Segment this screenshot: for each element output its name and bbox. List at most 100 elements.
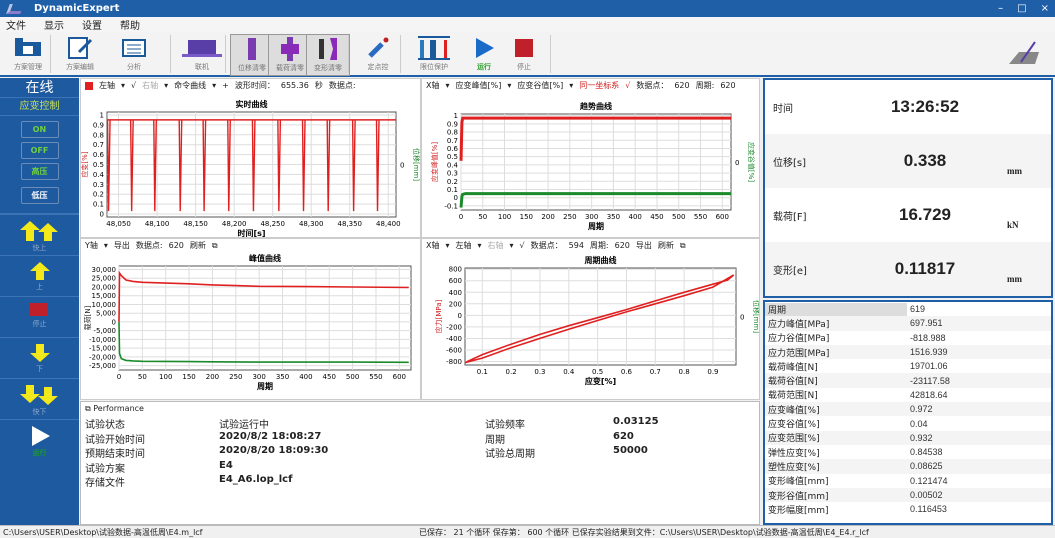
peak-chart-pane: Y轴 ▾ 导出 数据点: 620 刷新 ⧉ 峰值曲线 0 50 100 150 200 250… — [80, 238, 421, 400]
strain-spike — [202, 119, 207, 212]
move-play-button[interactable]: 运行 — [0, 419, 79, 460]
y-axis-dropdown[interactable]: Y轴 — [85, 241, 98, 250]
displacement-zero-icon — [231, 35, 273, 63]
toolbar-deformation-zero-button[interactable]: 变形清零 — [306, 34, 350, 76]
app-logo-icon — [6, 3, 24, 14]
move-label: 快上 — [32, 244, 47, 252]
perf-value: 2020/8/20 18:09:30 — [219, 445, 329, 456]
move-label: 下 — [36, 365, 43, 373]
right-axis-dropdown[interactable]: 右轴 — [142, 81, 159, 90]
toolbar-label: 方案编辑 — [66, 63, 94, 71]
trend-chart-header: X轴 ▾ 应变峰值[%] ▾ 应变谷值[%] ▾ 同一坐标系 √ 数据点： 620 周… — [426, 81, 736, 90]
x-axis-dropdown[interactable]: X轴 — [426, 81, 440, 90]
x-tick-label: 0.4 — [563, 368, 575, 376]
y-tick-label: 0 — [112, 318, 116, 326]
low-pressure-button[interactable]: 低压 — [20, 187, 59, 204]
close-button[interactable]: × — [1040, 3, 1049, 14]
y-tick-label: 15,000 — [92, 292, 117, 300]
command-curve-dropdown[interactable]: 命令曲线 — [174, 81, 207, 90]
axis-check[interactable]: √ — [519, 241, 525, 250]
control-mode[interactable]: 应变控制 — [0, 98, 79, 116]
readout-value: 0.338 — [903, 151, 947, 170]
toolbar-connect-laptop-button[interactable]: 联机 — [180, 34, 224, 76]
move-fast-up-button[interactable]: 快上 — [0, 214, 79, 255]
x-axis-dropdown[interactable]: X轴 — [426, 241, 440, 250]
toolbar-scheme-edit-button[interactable]: 方案编辑 — [58, 34, 102, 76]
stats-value: 0.932 — [910, 432, 933, 443]
toolbar-label: 变形清零 — [314, 64, 342, 72]
perf-label: 存储文件 — [85, 478, 125, 489]
stats-value: 0.84538 — [910, 447, 943, 458]
stats-row: 应变谷值[%] 0.04 — [765, 416, 1051, 431]
toolbar-load-zero-button[interactable]: 载荷清零 — [268, 34, 312, 76]
menu-view[interactable]: 显示 — [44, 21, 64, 32]
toolbar-divider — [50, 35, 51, 73]
toolbar-play-button[interactable]: 运行 — [462, 34, 506, 76]
x-tick-label: 600 — [393, 373, 406, 381]
refresh-button[interactable]: 刷新 — [189, 241, 206, 250]
toolbar-fixed-point-button[interactable]: 定点控 — [356, 34, 400, 76]
perf-value: 50000 — [613, 445, 648, 456]
export-button[interactable]: 导出 — [113, 241, 130, 250]
on-button[interactable]: ON — [20, 121, 59, 138]
popout-icon[interactable]: ⧉ — [211, 240, 218, 250]
refresh-button[interactable]: 刷新 — [657, 241, 674, 250]
readout-label: 变形[e] — [773, 265, 807, 277]
move-up-button[interactable]: 上 — [0, 255, 79, 296]
toolbar-stop-button[interactable]: 停止 — [502, 34, 546, 76]
toolbar-divider — [170, 35, 171, 73]
y-tick-label: 0.1 — [447, 186, 458, 194]
stats-value: -818.988 — [910, 332, 946, 343]
menu-help[interactable]: 帮助 — [120, 21, 140, 32]
menu-file[interactable]: 文件 — [6, 21, 26, 32]
left-axis-dropdown[interactable]: 左轴 — [455, 241, 472, 250]
y-tick-label: 0 — [100, 211, 104, 219]
y-tick-label: 0.1 — [93, 201, 104, 209]
perf-value: 试验运行中 — [219, 420, 269, 431]
add-curve-button[interactable]: + — [222, 81, 229, 90]
maximize-button[interactable]: □ — [1017, 3, 1027, 14]
right-axis-dropdown[interactable]: 右轴 — [487, 241, 504, 250]
toolbar-limit-protect-button[interactable]: 限位保护 — [412, 34, 456, 76]
left-axis-dropdown[interactable]: 左轴 — [99, 81, 115, 90]
move-stop-button[interactable]: 停止 — [0, 296, 79, 337]
x-axis-label: 周期 — [257, 381, 273, 391]
y-tick-label: 0.8 — [93, 131, 104, 139]
perf-value: E4_A6.lop_lcf — [219, 474, 293, 485]
strain-valley-dropdown[interactable]: 应变谷值[%] — [517, 81, 564, 90]
popout-icon[interactable]: ⧉ — [679, 240, 686, 250]
toolbar-label: 运行 — [477, 63, 491, 71]
load-zero-icon — [269, 35, 311, 63]
stats-value: -23117.58 — [910, 375, 950, 386]
x-tick-label: 400 — [629, 213, 642, 221]
popout-icon[interactable]: ⧉ — [85, 404, 94, 413]
color-swatch[interactable] — [85, 81, 93, 90]
perf-label: 试验方案 — [85, 463, 125, 475]
chart-title: 实时曲线 — [236, 99, 268, 109]
left-axis-check[interactable]: √ — [131, 81, 137, 90]
same-axis-check[interactable]: √ — [625, 81, 631, 90]
off-button[interactable]: OFF — [20, 142, 59, 159]
export-button[interactable]: 导出 — [635, 241, 652, 250]
stats-row: 载荷谷值[N] -23117.58 — [765, 373, 1051, 388]
same-axis-toggle[interactable]: 同一坐标系 — [579, 81, 620, 90]
move-down-button[interactable]: 下 — [0, 337, 79, 378]
performance-panel: ⧉ Performance 试验状态 试验运行中 试验开始时间 2020/8/2 18… — [80, 401, 760, 525]
high-pressure-button[interactable]: 高压 — [20, 163, 59, 180]
perf-label: 试验开始时间 — [85, 434, 145, 446]
strain-spike — [227, 119, 231, 212]
stats-key: 应变谷值[%] — [768, 420, 820, 431]
move-fast-down-button[interactable]: 快下 — [0, 378, 79, 419]
x-axis-label: 周期 — [588, 221, 604, 231]
y-tick-label: 0.6 — [93, 151, 105, 159]
toolbar-displacement-zero-button[interactable]: 位移清零 — [230, 34, 274, 76]
menu-settings[interactable]: 设置 — [82, 21, 102, 32]
minimize-button[interactable]: – — [998, 3, 1004, 14]
toolbar-analysis-button[interactable]: 分析 — [112, 34, 156, 76]
x-tick-label: 0 — [459, 213, 463, 221]
fixed-point-icon — [356, 34, 400, 62]
toolbar-scheme-manage-button[interactable]: 方案管理 — [6, 34, 50, 76]
strain-peak-dropdown[interactable]: 应变峰值[%] — [455, 81, 502, 90]
stop-icon — [502, 34, 546, 62]
